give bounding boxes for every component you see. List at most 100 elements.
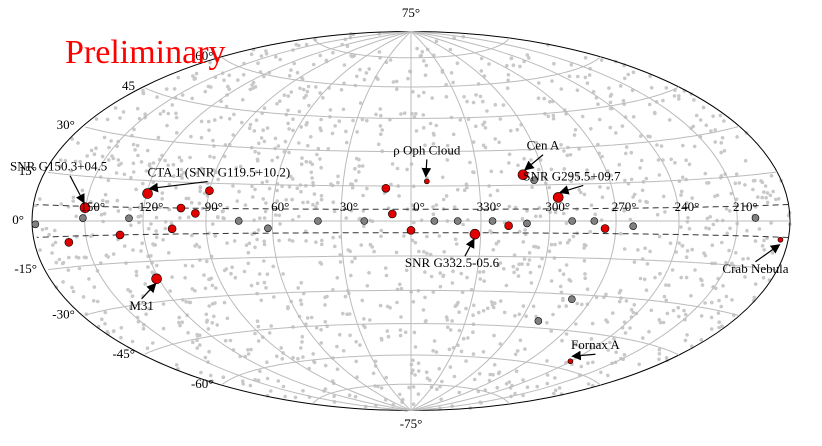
background-dot <box>407 385 411 390</box>
background-dot <box>368 218 373 223</box>
background-dot <box>652 110 657 115</box>
background-dot <box>222 216 226 221</box>
background-dot <box>154 229 158 233</box>
background-dot <box>116 209 121 213</box>
background-dot <box>350 186 355 190</box>
background-dot <box>211 168 216 172</box>
background-dot <box>430 96 435 100</box>
background-dot <box>405 167 409 172</box>
background-dot <box>632 260 637 264</box>
source <box>191 209 200 218</box>
background-dot <box>170 103 175 107</box>
background-dot <box>104 253 109 258</box>
background-dot <box>431 212 436 216</box>
background-dot <box>415 46 419 51</box>
background-dot <box>441 273 446 278</box>
source <box>568 295 576 303</box>
background-dot <box>529 281 534 285</box>
background-dot <box>417 94 421 98</box>
background-dot <box>379 386 384 390</box>
background-dot <box>167 207 171 212</box>
background-dot <box>448 328 453 332</box>
background-dot <box>551 116 556 121</box>
background-dot <box>259 298 264 303</box>
background-dot <box>502 267 506 271</box>
background-dot <box>561 298 565 303</box>
background-dot <box>354 359 359 364</box>
background-dot <box>582 259 587 263</box>
background-dot <box>71 195 76 200</box>
background-dot <box>743 159 748 163</box>
annotation-arrow <box>571 350 596 361</box>
background-dot <box>452 374 457 379</box>
background-dot <box>449 256 454 261</box>
background-dot <box>568 153 573 157</box>
background-dot <box>291 128 295 133</box>
background-dot <box>301 87 306 92</box>
background-dot <box>621 98 626 103</box>
background-dot <box>684 158 688 162</box>
background-dot <box>137 220 141 225</box>
background-dot <box>402 234 406 238</box>
background-dot <box>82 255 87 260</box>
background-dot <box>304 159 309 164</box>
background-dot <box>223 338 228 343</box>
background-dot <box>422 126 426 130</box>
background-dot <box>593 212 597 217</box>
background-dot <box>195 171 199 175</box>
background-dot <box>677 97 681 101</box>
background-dot <box>455 61 460 65</box>
background-dot <box>207 304 211 308</box>
background-dot <box>262 242 267 247</box>
background-dot <box>229 271 233 276</box>
background-dot <box>485 109 489 113</box>
background-dot <box>33 203 38 208</box>
background-dot <box>234 166 239 170</box>
background-dot <box>724 294 729 299</box>
background-dot <box>155 263 159 268</box>
background-dot <box>521 378 525 382</box>
background-dot <box>428 378 432 383</box>
background-dot <box>586 361 590 366</box>
latitude-label: -30° <box>52 307 75 322</box>
background-dot <box>256 228 261 232</box>
background-dot <box>182 171 186 175</box>
background-dot <box>404 268 409 273</box>
background-dot <box>249 347 253 352</box>
background-dot <box>499 299 503 303</box>
background-dot <box>298 86 302 91</box>
annotation-arrow <box>148 180 208 193</box>
background-dot <box>462 95 466 99</box>
background-dot <box>486 306 490 311</box>
background-dot <box>523 347 527 351</box>
background-dot <box>714 286 718 291</box>
background-dot <box>720 240 724 245</box>
background-dot <box>690 344 694 349</box>
background-dot <box>558 284 563 289</box>
background-dot <box>710 243 715 247</box>
background-dot <box>269 389 273 393</box>
background-dot <box>729 191 733 196</box>
background-dot <box>78 159 82 164</box>
background-dot <box>186 196 191 201</box>
background-dot <box>344 129 348 134</box>
background-dot <box>357 170 361 174</box>
background-dot <box>583 276 587 281</box>
background-dot <box>350 182 355 187</box>
background-dot <box>248 383 253 388</box>
background-dot <box>208 60 212 65</box>
longitude-label: 60° <box>271 199 289 214</box>
background-dot <box>734 251 738 255</box>
background-dot <box>351 118 355 123</box>
source-label: SNR G150.3+04.5 <box>10 159 107 174</box>
background-dot <box>158 205 162 210</box>
background-dot <box>101 198 105 203</box>
background-dot <box>244 243 249 247</box>
background-dot <box>618 84 623 88</box>
background-dot <box>345 312 349 317</box>
background-dot <box>589 337 594 341</box>
background-dot <box>564 332 569 336</box>
background-dot <box>582 243 587 247</box>
background-dot <box>420 50 425 54</box>
background-dot <box>477 270 482 274</box>
